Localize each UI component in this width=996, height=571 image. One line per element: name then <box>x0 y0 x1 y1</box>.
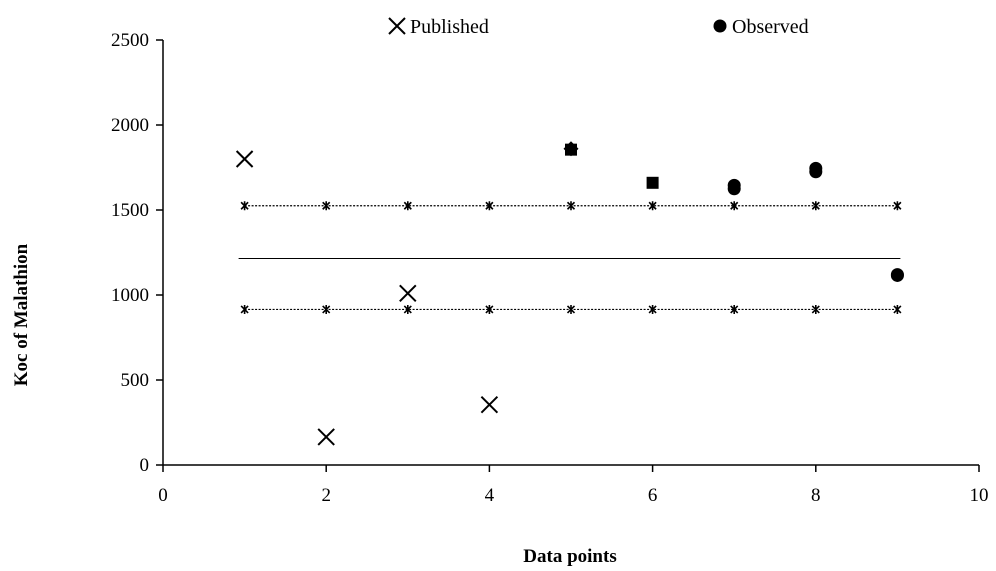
legend-label: Observed <box>732 16 809 38</box>
x-tick-label: 0 <box>158 485 168 506</box>
y-tick-label: 1000 <box>111 285 149 306</box>
reference-line-marker <box>403 304 412 314</box>
reference-line-marker <box>730 304 739 314</box>
reference-line-marker <box>403 201 412 211</box>
data-point-published <box>399 284 417 303</box>
data-point-published <box>235 150 254 168</box>
y-tick-label: 2000 <box>111 115 149 136</box>
reference-line-marker <box>240 201 249 211</box>
reference-lines <box>238 201 902 314</box>
reference-line-marker <box>730 201 739 211</box>
reference-line-marker <box>485 304 494 314</box>
y-tick-label: 2500 <box>111 30 149 51</box>
reference-line-marker <box>566 304 576 314</box>
reference-line-marker <box>322 201 331 211</box>
x-tick-label: 6 <box>648 485 658 506</box>
reference-line-marker <box>893 201 902 211</box>
reference-line-marker <box>240 304 249 314</box>
data-point-observed <box>565 143 577 156</box>
x-tick-label: 10 <box>970 485 989 506</box>
data-point-published <box>317 428 335 446</box>
x-axis-title: Data points <box>523 546 616 567</box>
data-point-observed <box>646 176 659 189</box>
y-tick-label: 500 <box>121 370 150 391</box>
reference-line-marker <box>566 201 576 211</box>
x-tick-label: 4 <box>485 485 495 506</box>
legend-label: Published <box>410 16 489 38</box>
data-point-published <box>388 17 406 35</box>
reference-line-marker <box>648 201 657 211</box>
x-tick-label: 2 <box>321 485 331 506</box>
data-point-observed <box>713 19 727 33</box>
y-tick-label: 1500 <box>111 200 149 221</box>
legend-entry-published: Published <box>388 16 489 38</box>
y-tick-label: 0 <box>140 455 150 476</box>
legend: Published Observed <box>388 16 809 38</box>
data-point-observed <box>727 182 741 196</box>
reference-line-marker <box>811 201 820 211</box>
y-axis-title: Koc of Malathion <box>11 243 32 386</box>
reference-line-marker <box>322 304 331 314</box>
legend-entry-observed: Observed <box>713 16 809 38</box>
data-point-observed <box>809 165 823 179</box>
x-tick-label: 8 <box>811 485 821 506</box>
data-point-published <box>480 395 499 414</box>
reference-line-marker <box>893 304 902 314</box>
axes: 0 500 1000 1500 2000 2500 0 2 4 6 8 10 <box>111 30 989 506</box>
reference-line-marker <box>485 201 494 211</box>
reference-line-marker <box>811 304 820 314</box>
data-point-observed <box>890 268 904 282</box>
reference-line-marker <box>648 304 657 314</box>
data-points <box>235 141 904 446</box>
